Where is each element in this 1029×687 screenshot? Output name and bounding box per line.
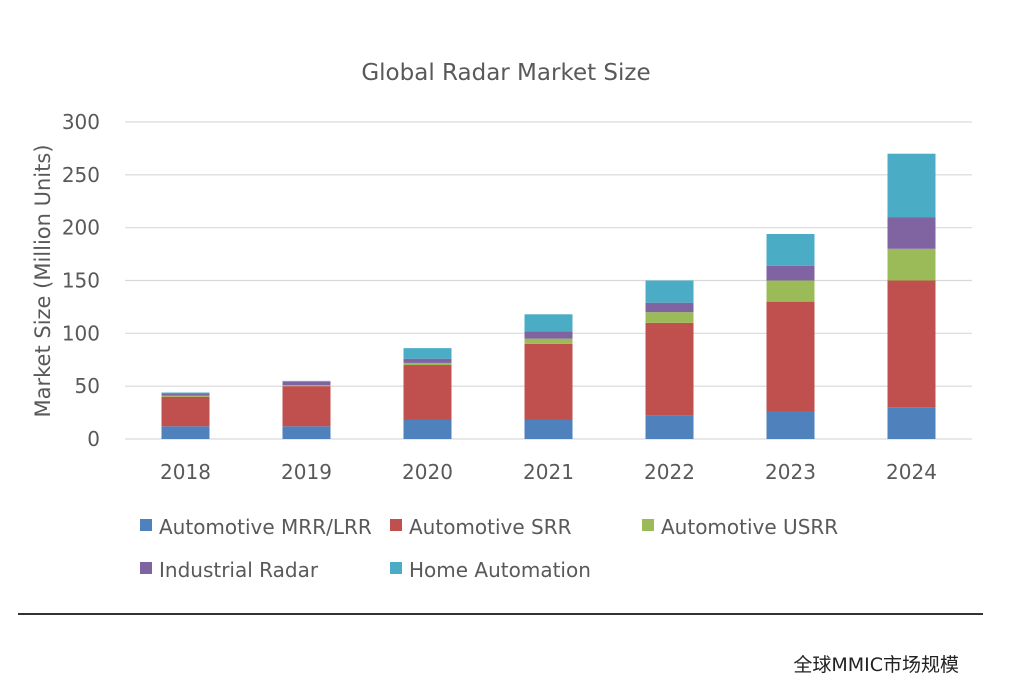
y-tick-label: 150 bbox=[62, 269, 100, 293]
bar-segment bbox=[403, 365, 452, 420]
bar-segment bbox=[161, 426, 210, 439]
bar-segment bbox=[403, 348, 452, 359]
bar-segment bbox=[645, 312, 694, 323]
chart-title: Global Radar Market Size bbox=[361, 60, 650, 86]
bar-segment bbox=[887, 407, 936, 439]
bar-segment bbox=[524, 314, 573, 332]
x-tick-label: 2018 bbox=[160, 460, 211, 484]
bar-segment bbox=[766, 301, 815, 412]
bar-segment bbox=[403, 419, 452, 439]
bar-segment bbox=[524, 331, 573, 339]
legend-label: Automotive USRR bbox=[661, 515, 838, 539]
x-tick-label: 2019 bbox=[281, 460, 332, 484]
y-axis-label: Market Size (Million Units) bbox=[31, 144, 55, 417]
legend-swatch bbox=[390, 562, 402, 574]
bar-segment bbox=[161, 393, 210, 396]
x-tick-label: 2023 bbox=[765, 460, 816, 484]
y-tick-label: 300 bbox=[62, 110, 100, 134]
bar-segment bbox=[282, 426, 331, 439]
bar-segment bbox=[282, 381, 331, 386]
bar-segment bbox=[524, 343, 573, 420]
legend-label: Industrial Radar bbox=[159, 558, 319, 582]
bar-segment bbox=[161, 396, 210, 427]
bar-segment bbox=[766, 411, 815, 439]
bar-segment bbox=[282, 386, 331, 427]
bar-segment bbox=[766, 280, 815, 302]
bar-segment bbox=[645, 280, 694, 303]
legend-swatch bbox=[390, 519, 402, 531]
bar-segment bbox=[645, 415, 694, 439]
y-tick-label: 100 bbox=[62, 321, 100, 345]
legend-label: Automotive MRR/LRR bbox=[159, 515, 372, 539]
bar-segment bbox=[282, 380, 331, 382]
bar-segment bbox=[161, 395, 210, 397]
y-axis-ticks: 0 50 100 150 200 250 300 bbox=[62, 110, 100, 451]
bar-segment bbox=[766, 265, 815, 281]
bar-segment bbox=[524, 419, 573, 439]
bar-segment bbox=[645, 322, 694, 416]
bar-segment bbox=[524, 338, 573, 344]
y-tick-label: 0 bbox=[87, 427, 100, 451]
bar-segment bbox=[887, 217, 936, 249]
legend-swatch bbox=[140, 562, 152, 574]
bar-segment bbox=[403, 362, 452, 366]
legend-label: Home Automation bbox=[409, 558, 591, 582]
bar-segment bbox=[282, 385, 331, 387]
bar-segment bbox=[645, 302, 694, 313]
x-tick-label: 2024 bbox=[886, 460, 937, 484]
y-tick-label: 250 bbox=[62, 163, 100, 187]
x-tick-label: 2021 bbox=[523, 460, 574, 484]
caption: 全球MMIC市场规模 bbox=[793, 654, 959, 676]
bar-segment bbox=[887, 153, 936, 218]
legend-swatch bbox=[140, 519, 152, 531]
bar-segment bbox=[161, 392, 210, 394]
y-tick-label: 50 bbox=[75, 374, 100, 398]
legend: Automotive MRR/LRR Automotive SRR Automoti… bbox=[140, 515, 838, 582]
legend-swatch bbox=[642, 519, 654, 531]
bar-segment bbox=[887, 280, 936, 408]
bars bbox=[161, 153, 936, 439]
x-tick-label: 2022 bbox=[644, 460, 695, 484]
x-axis-ticks: 2018 2019 2020 2021 2022 2023 2024 bbox=[160, 460, 937, 484]
x-tick-label: 2020 bbox=[402, 460, 453, 484]
bar-segment bbox=[403, 358, 452, 363]
bar-segment bbox=[887, 248, 936, 281]
y-tick-label: 200 bbox=[62, 216, 100, 240]
legend-label: Automotive SRR bbox=[409, 515, 572, 539]
bar-segment bbox=[766, 234, 815, 266]
